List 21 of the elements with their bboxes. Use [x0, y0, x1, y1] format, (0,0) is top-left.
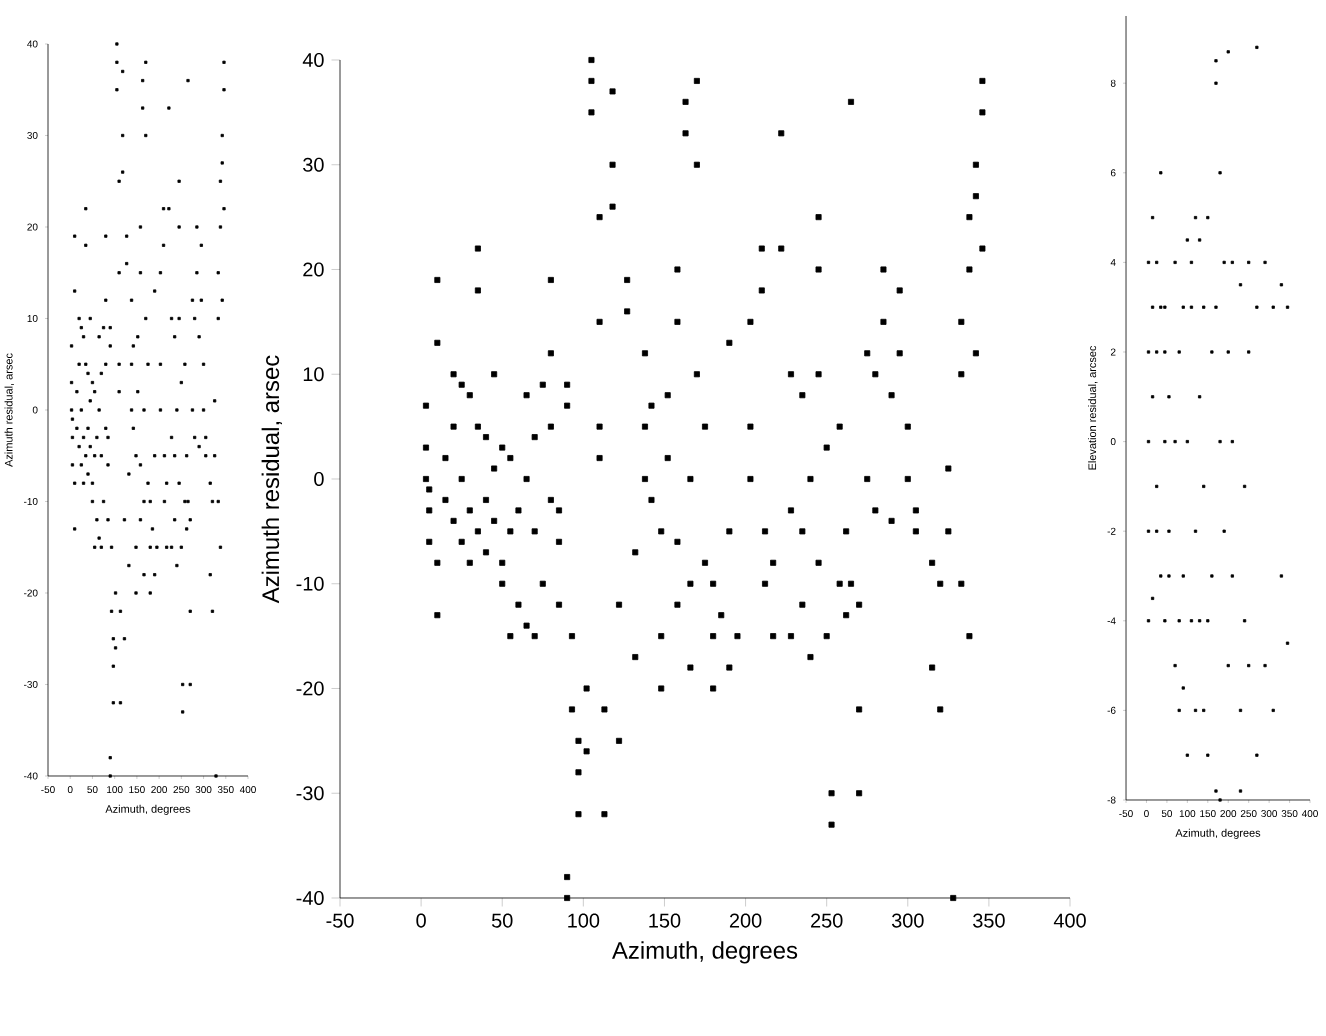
x-tick-label: 250 — [811, 913, 843, 928]
x-axis-title: Azimuth, degrees — [612, 941, 798, 964]
x-tick-label: -50 — [326, 913, 354, 928]
y-tick-label: -10 — [296, 576, 324, 591]
y-axis-title: Azimuth residual, arsec — [261, 355, 282, 604]
y-tick-label: 40 — [302, 52, 324, 68]
x-tick-label: 300 — [891, 913, 924, 928]
x-tick-label: 200 — [729, 913, 762, 928]
y-tick-label: 20 — [303, 262, 324, 277]
y-tick-label: 30 — [303, 157, 324, 172]
y-tick-label: 0 — [314, 471, 324, 487]
y-tick-label: -30 — [296, 786, 324, 801]
x-tick-label: 150 — [649, 913, 681, 928]
x-tick-label: 400 — [1053, 913, 1086, 928]
x-tick-label: 350 — [973, 913, 1005, 928]
x-tick-label: 100 — [568, 913, 600, 928]
y-tick-label: -20 — [296, 681, 324, 696]
y-tick-label: -40 — [296, 890, 324, 906]
x-tick-label: 0 — [416, 913, 426, 928]
y-tick-label: 10 — [303, 367, 324, 382]
x-tick-label: 50 — [491, 913, 513, 928]
